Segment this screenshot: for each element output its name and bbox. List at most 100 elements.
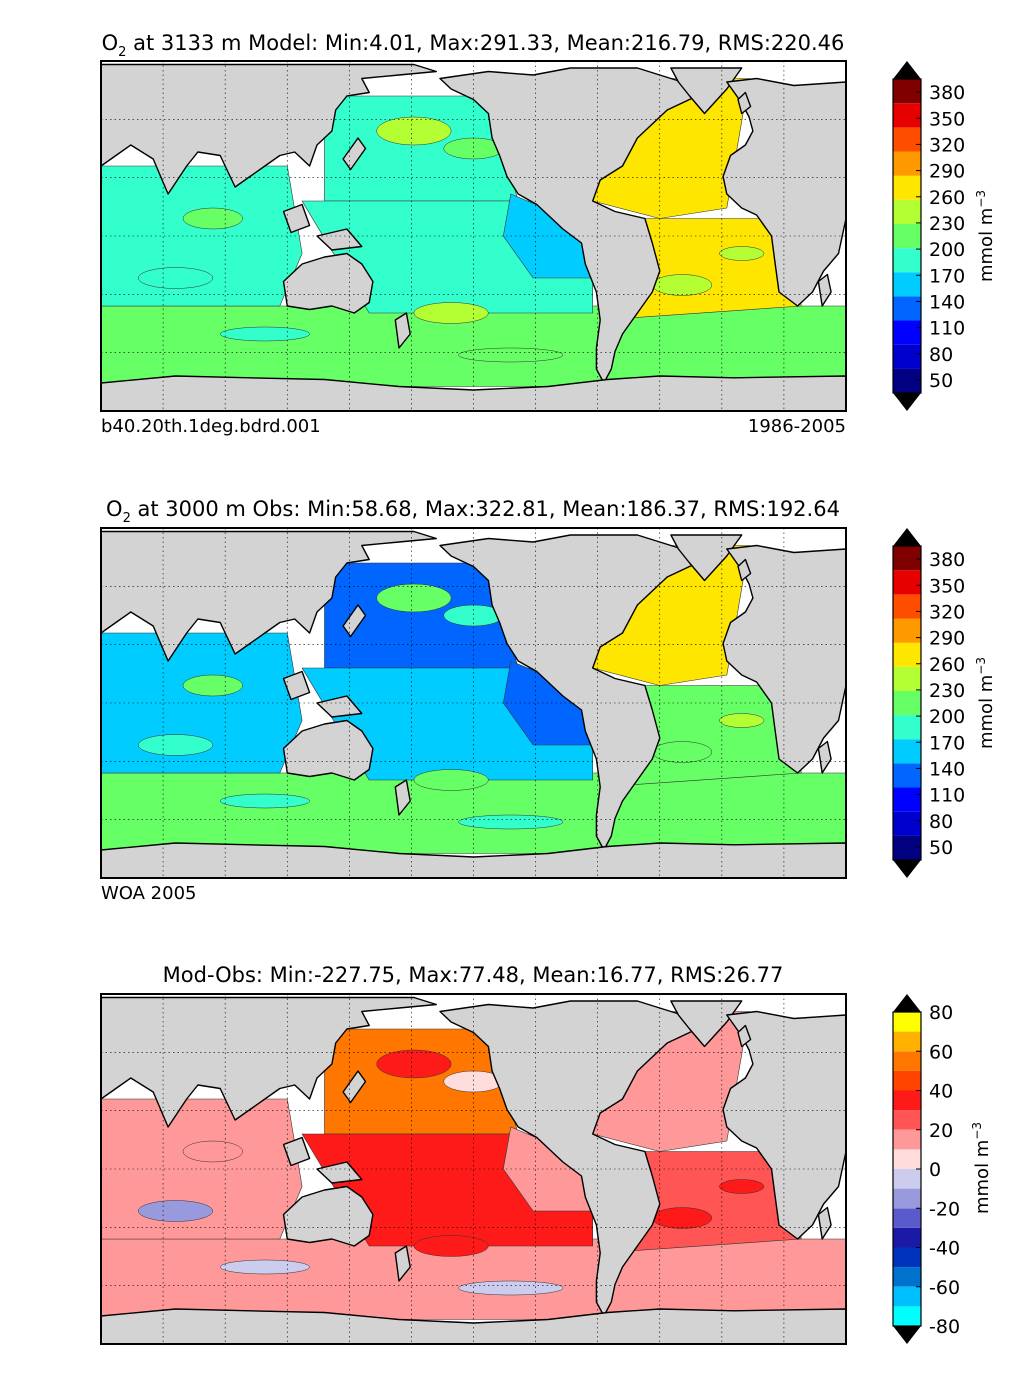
colorbar-extend-max: [893, 528, 921, 546]
land-americas: [439, 534, 698, 851]
colorbar-segment: [893, 1070, 921, 1091]
colorbar-segment: [893, 223, 921, 249]
map-frame: [100, 527, 847, 879]
land-uk: [737, 91, 752, 115]
colorbar-tick-label: 20: [929, 1120, 953, 1142]
land-antarctica: [101, 375, 846, 411]
colorbar-segment: [893, 570, 921, 595]
land-madagascar: [817, 740, 832, 774]
colorbar-extend-min: [893, 1326, 921, 1344]
contour-patch: [458, 814, 564, 830]
colorbar-segment: [893, 199, 921, 224]
contour-patch: [137, 734, 214, 756]
contour-patch: [652, 274, 713, 296]
panel-difference: Mod-Obs: Min:-227.75, Max:77.48, Mean:16…: [100, 963, 993, 1345]
land-americas: [439, 1000, 698, 1317]
colorbar-tick-label: 110: [929, 785, 965, 807]
land-uk: [737, 558, 752, 582]
colorbar: 50 80 110 140 170 200 230 260 290 320 350 380: [892, 61, 965, 411]
colorbar-units: mmol m−3: [970, 1122, 993, 1214]
panel-title: O2 at 3000 m Obs: Min:58.68, Max:322.81,…: [106, 497, 840, 526]
colorbar-segment: [893, 642, 921, 667]
colorbar-segment: [893, 1208, 921, 1228]
panel-model: O2 at 3133 m Model: Min:4.01, Max:291.33…: [100, 31, 997, 437]
colorbar-extend-max: [893, 994, 921, 1012]
colorbar-segment: [893, 1267, 921, 1287]
colorbar-segment: [893, 1247, 921, 1268]
colorbar-segment: [893, 1169, 921, 1189]
colorbar-units: mmol m−3: [974, 190, 997, 282]
land-americas: [439, 67, 698, 384]
map-area: [101, 994, 846, 1344]
colorbar-segment: [893, 127, 921, 152]
panel-title: Mod-Obs: Min:-227.75, Max:77.48, Mean:16…: [163, 963, 784, 987]
colorbar-extend-min: [893, 393, 921, 411]
land-japan: [342, 137, 367, 171]
colorbar-tick-label: -40: [929, 1238, 960, 1260]
land-new-guinea: [316, 228, 363, 251]
period-label: 1986-2005: [748, 416, 846, 437]
colorbar-frame: [892, 78, 922, 394]
land-japan: [342, 604, 367, 638]
colorbar-tick-label: 200: [929, 706, 965, 728]
colorbar-units: mmol m−3: [974, 657, 997, 749]
colorbar-tick-label: 350: [929, 108, 965, 130]
map-frame: [100, 60, 847, 412]
colorbar-segment: [893, 103, 921, 128]
contour-patch: [182, 674, 243, 697]
colorbar-tick-label: -80: [929, 1316, 960, 1338]
colorbar-segment: [893, 1012, 921, 1032]
land-new-zealand: [394, 779, 411, 816]
colorbar-segment: [893, 1090, 921, 1111]
land-japan: [342, 1070, 367, 1104]
colorbar-tick-label: 110: [929, 318, 965, 340]
contour-patch: [219, 793, 310, 809]
colorbar-tick-label: 290: [929, 161, 965, 183]
colorbar-segment: [893, 666, 921, 691]
land-madagascar: [817, 273, 832, 307]
contour-patch: [182, 207, 243, 230]
colorbar-segment: [893, 1286, 921, 1307]
land-eurasia: [101, 63, 437, 195]
colorbar-tick-label: 80: [929, 1002, 953, 1024]
colorbar-segment: [893, 1306, 921, 1326]
colorbar-segment: [893, 1149, 921, 1169]
land-borneo: [282, 1136, 311, 1167]
colorbar-tick-label: 40: [929, 1081, 953, 1103]
contour-patch: [458, 1280, 564, 1296]
colorbar-segment: [893, 618, 921, 643]
colorbar: -80 -60 -40 -20 0 20 40 60 80: [892, 994, 960, 1344]
colorbar-segment: [893, 739, 921, 764]
colorbar-segment: [893, 344, 921, 369]
colorbar-segment: [893, 1051, 921, 1071]
colorbar-tick-label: 0: [929, 1159, 941, 1181]
colorbar-tick-label: 320: [929, 134, 965, 156]
colorbar-segment: [893, 151, 921, 176]
colorbar-tick-label: 260: [929, 187, 965, 209]
colorbar-tick-label: 140: [929, 758, 965, 780]
colorbar-segment: [893, 715, 921, 740]
map-area: [101, 61, 846, 411]
colorbar-tick-label: 170: [929, 265, 965, 287]
contour-patch: [219, 1259, 310, 1275]
colorbar-segment: [893, 1129, 921, 1150]
colorbar-segment: [893, 811, 921, 836]
colorbar-tick-label: -60: [929, 1277, 960, 1299]
colorbar-segment: [893, 1110, 921, 1130]
colorbar-extend-min: [893, 860, 921, 878]
land-greenland: [670, 1000, 743, 1048]
contour-patch: [652, 1207, 713, 1229]
contour-patch: [413, 302, 489, 324]
colorbar-segment: [893, 1031, 921, 1052]
land-new-zealand: [394, 312, 411, 349]
colorbar-segment: [893, 79, 921, 104]
land-borneo: [282, 203, 311, 234]
contour-patch: [652, 741, 713, 763]
contour-patch: [376, 583, 452, 613]
contour-patch: [137, 267, 214, 289]
colorbar-tick-label: 230: [929, 213, 965, 235]
colorbar-segment: [893, 690, 921, 716]
colorbar-segment: [893, 1227, 921, 1248]
contour-patch: [413, 769, 489, 791]
